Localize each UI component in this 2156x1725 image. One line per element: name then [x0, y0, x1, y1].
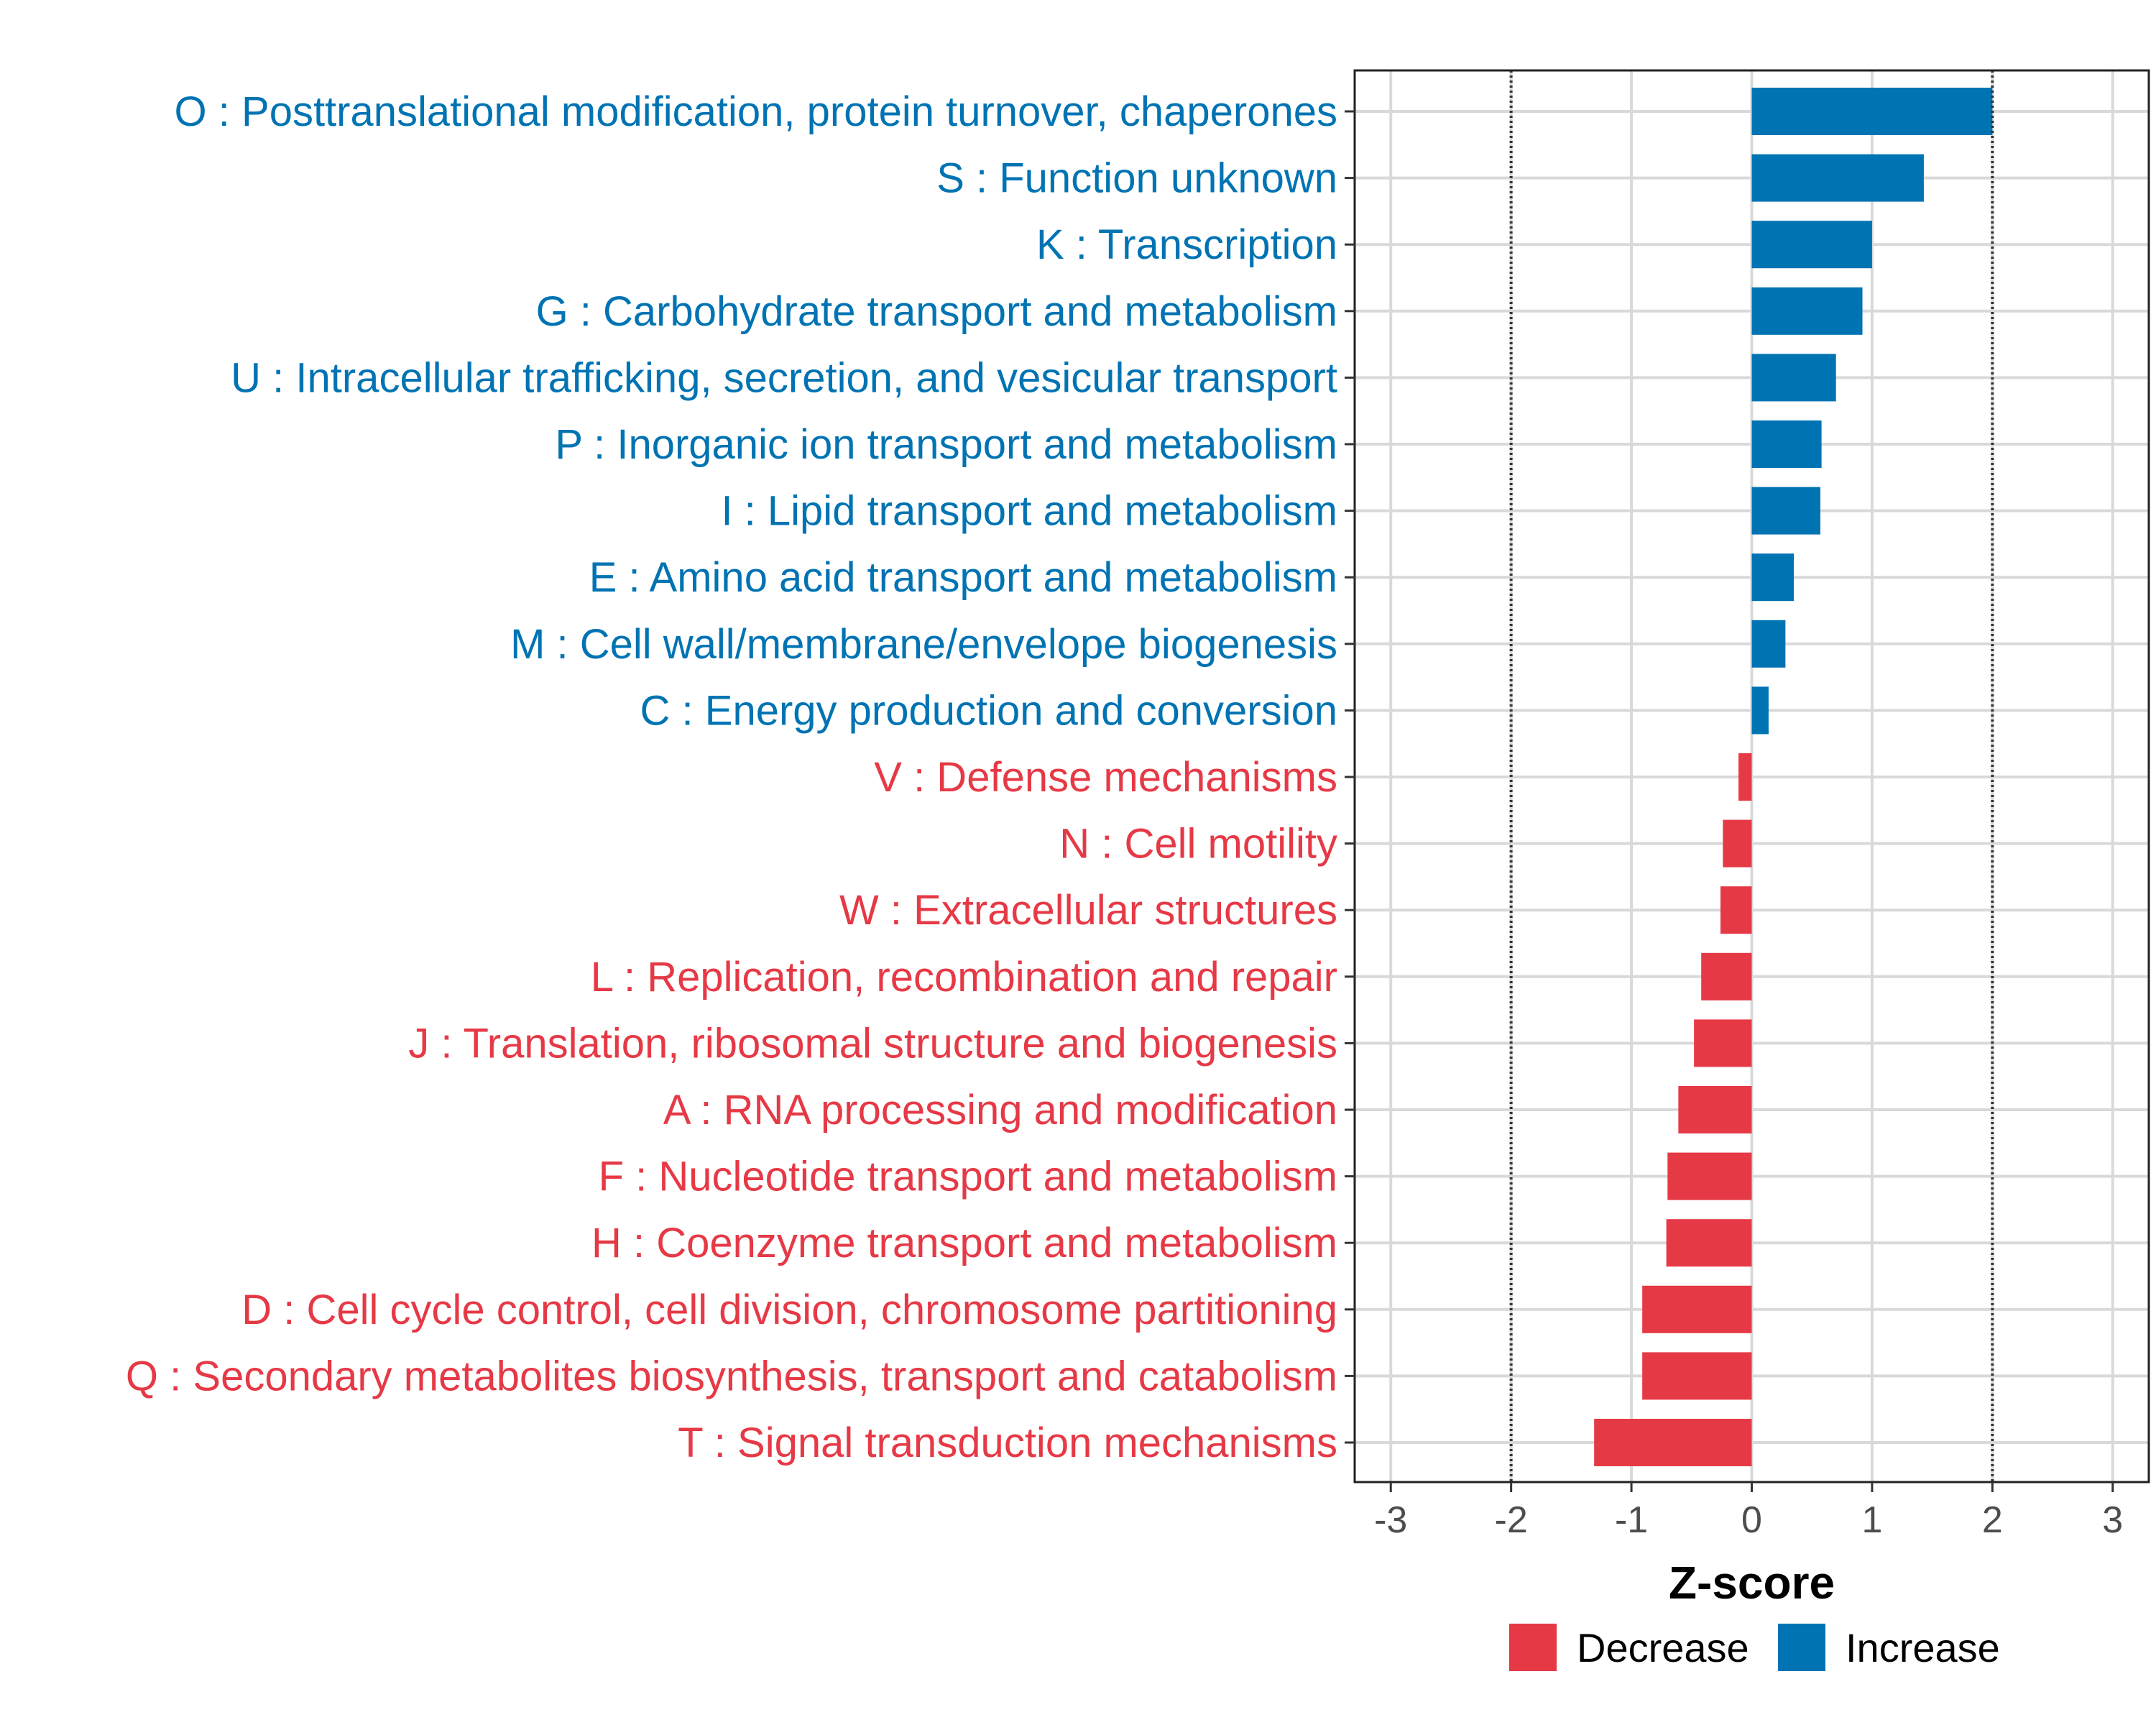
category-label: M : Cell wall/membrane/envelope biogenes… [510, 621, 1337, 668]
x-tick-label: 2 [1982, 1499, 2003, 1541]
category-label: H : Coenzyme transport and metabolism [591, 1220, 1337, 1266]
bar [1751, 154, 1924, 202]
x-tick-label: 3 [2102, 1499, 2123, 1541]
bar [1751, 686, 1769, 735]
legend-key [1778, 1624, 1825, 1671]
category-label: D : Cell cycle control, cell division, c… [241, 1287, 1337, 1333]
x-tick-label: -3 [1374, 1499, 1407, 1541]
category-label: I : Lipid transport and metabolism [721, 488, 1337, 535]
category-label: A : RNA processing and modification [663, 1087, 1337, 1133]
category-label: K : Transcription [1036, 221, 1337, 268]
category-label: C : Energy production and conversion [640, 687, 1337, 734]
bar [1594, 1419, 1752, 1466]
category-label: V : Defense mechanisms [874, 754, 1337, 801]
x-tick-label: 0 [1741, 1499, 1762, 1541]
bar [1723, 819, 1752, 868]
bar [1751, 287, 1863, 335]
bar [1678, 1086, 1752, 1133]
bar [1738, 753, 1752, 801]
legend: Decrease Increase [1509, 1624, 2000, 1671]
category-label: J : Translation, ribosomal structure and… [408, 1020, 1337, 1067]
bar [1642, 1352, 1752, 1400]
category-label: N : Cell motility [1059, 821, 1337, 868]
bar [1694, 1019, 1752, 1067]
x-axis-title: Z-score [1669, 1557, 1835, 1609]
category-label: L : Replication, recombination and repai… [591, 954, 1337, 1000]
category-label: G : Carbohydrate transport and metabolis… [536, 288, 1337, 335]
x-axis: -3 -2 -1 0 1 2 3 [1374, 1482, 2123, 1541]
category-label: U : Intracellular trafficking, secretion… [231, 354, 1337, 401]
bar [1751, 420, 1822, 468]
bar [1667, 1152, 1752, 1200]
y-axis: O : Posttranslational modification, prot… [126, 88, 1355, 1466]
category-label: Q : Secondary metabolites biosynthesis, … [126, 1353, 1337, 1399]
category-label: O : Posttranslational modification, prot… [175, 88, 1337, 135]
x-tick-label: -1 [1615, 1499, 1648, 1541]
category-label: E : Amino acid transport and metabolism [589, 554, 1337, 601]
category-label: F : Nucleotide transport and metabolism [599, 1154, 1337, 1200]
bar-layer [1594, 88, 1993, 1466]
legend-key [1509, 1624, 1557, 1671]
bar [1720, 886, 1752, 934]
bar [1751, 487, 1820, 535]
bar [1751, 88, 1993, 135]
bar [1751, 221, 1872, 269]
x-tick-label: -2 [1495, 1499, 1528, 1541]
category-label: W : Extracellular structures [839, 887, 1337, 934]
bar [1751, 354, 1836, 402]
category-label: P : Inorganic ion transport and metaboli… [555, 421, 1337, 468]
category-label: T : Signal transduction mechanisms [678, 1420, 1337, 1466]
category-label: S : Function unknown [936, 155, 1337, 202]
legend-label: Increase [1846, 1625, 2000, 1670]
bar [1701, 952, 1752, 1000]
x-tick-label: 1 [1861, 1499, 1882, 1541]
threshold-layer [1509, 70, 1994, 1482]
legend-label: Decrease [1577, 1625, 1749, 1670]
bar [1751, 620, 1786, 668]
bar [1642, 1285, 1752, 1333]
bar [1666, 1219, 1752, 1267]
bar [1751, 553, 1795, 602]
